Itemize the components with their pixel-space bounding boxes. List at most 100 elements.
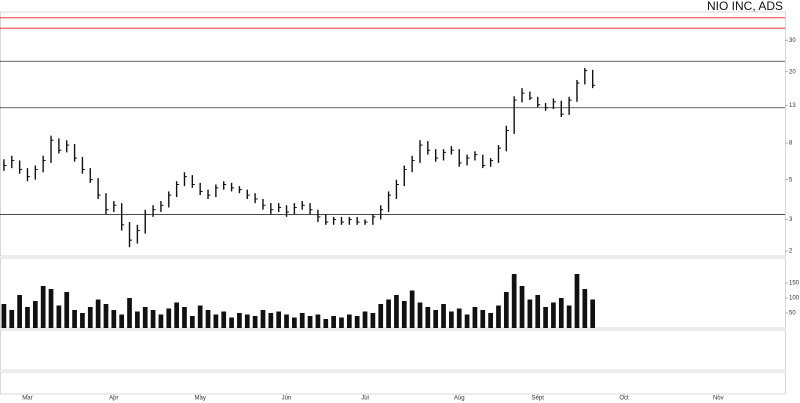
volume-bar [378, 304, 384, 328]
volume-bar [17, 295, 22, 328]
volume-bar [433, 310, 439, 328]
volume-bar [32, 301, 38, 328]
volume-bar [496, 305, 501, 328]
volume-bar [394, 295, 399, 328]
volume-bar [268, 313, 274, 328]
x-tick-label: May [195, 396, 206, 402]
volume-bar [9, 310, 15, 328]
volume-bar [488, 313, 493, 328]
volume-bar [260, 310, 266, 328]
volume-bar [456, 308, 462, 328]
volume-bar [386, 299, 391, 328]
volume-bar [566, 305, 572, 328]
x-tick-label: Apr [109, 396, 118, 402]
volume-bar [409, 290, 415, 328]
x-tick-label: Aug [454, 396, 465, 402]
volume-bar [543, 307, 548, 328]
volume-bar [95, 299, 101, 328]
volume-bar [370, 313, 376, 328]
volume-bar [590, 299, 596, 328]
volume-bar [307, 316, 313, 328]
y-tick-label: 3 [789, 217, 793, 223]
volume-bar [221, 311, 227, 328]
volume-bar [25, 307, 30, 328]
volume-bar [150, 310, 156, 328]
y-tick-label: 30 [789, 38, 796, 44]
volume-bar [449, 311, 454, 328]
volume-bar [182, 307, 187, 328]
volume-bar [339, 317, 344, 328]
volume-bar [87, 307, 93, 328]
volume-bar [135, 311, 140, 328]
x-tick-label: Oct [619, 396, 629, 402]
volume-bar [197, 305, 203, 328]
volume-bar [441, 304, 446, 328]
volume-bar [127, 298, 132, 328]
volume-panel [0, 257, 786, 329]
volume-bar [189, 316, 195, 328]
x-tick-label: Mar [22, 396, 32, 402]
volume-bar [527, 299, 533, 328]
volume-bar [472, 307, 478, 328]
volume-bar [244, 314, 250, 328]
y-tick-label: 2 [789, 249, 793, 255]
volume-bar [1, 304, 7, 328]
volume-bar [64, 292, 70, 328]
volume-bar [331, 316, 336, 328]
volume-bar [511, 274, 517, 328]
volume-bar [480, 310, 486, 328]
volume-bar [213, 314, 219, 328]
volume-bar [252, 316, 258, 328]
volume-bar [142, 307, 148, 328]
volume-bar [166, 308, 172, 328]
volume-bar [80, 313, 85, 328]
volume-bar [276, 311, 282, 328]
x-tick-label: Nov [713, 396, 724, 402]
volume-bar [237, 313, 242, 328]
volume-bar [582, 289, 588, 328]
x-tick-label: Jul [361, 396, 369, 402]
volume-bar [551, 302, 556, 328]
volume-bar [48, 289, 54, 328]
volume-bar [284, 314, 289, 328]
volume-bar [425, 307, 431, 328]
volume-bar [158, 314, 164, 328]
volume-bar [292, 317, 297, 328]
volume-bar [574, 274, 580, 328]
volume-tick-label: 150 [789, 281, 800, 287]
volume-bar [56, 305, 62, 328]
y-tick-label: 13 [789, 103, 796, 109]
volume-bar [72, 310, 77, 328]
x-tick-label: Sept [532, 396, 545, 402]
volume-bar [464, 314, 470, 328]
volume-bar [503, 292, 509, 328]
volume-bar [417, 302, 423, 328]
volume-tick-label: 50 [789, 311, 796, 317]
indicator-panel [0, 329, 786, 371]
volume-bar [299, 313, 305, 328]
volume-bar [229, 317, 234, 328]
volume-tick-label: 100 [789, 296, 800, 302]
volume-bar [558, 298, 564, 328]
volume-bar [315, 314, 321, 328]
signal-panel [0, 371, 786, 395]
volume-bar [119, 314, 125, 328]
volume-bar [40, 286, 46, 328]
volume-bar [174, 302, 179, 328]
y-tick-label: 5 [789, 177, 793, 183]
volume-bar [401, 301, 407, 328]
volume-bar [346, 314, 352, 328]
y-tick-label: 20 [789, 69, 796, 75]
volume-bar [205, 310, 211, 328]
volume-bar [103, 304, 109, 328]
volume-bar [111, 310, 117, 328]
volume-bar [519, 286, 525, 328]
y-tick-label: 8 [789, 141, 793, 147]
volume-bar [323, 319, 329, 328]
chart-title: NIO INC, ADS [707, 0, 783, 13]
volume-bar [354, 316, 360, 328]
volume-bar [362, 311, 368, 328]
